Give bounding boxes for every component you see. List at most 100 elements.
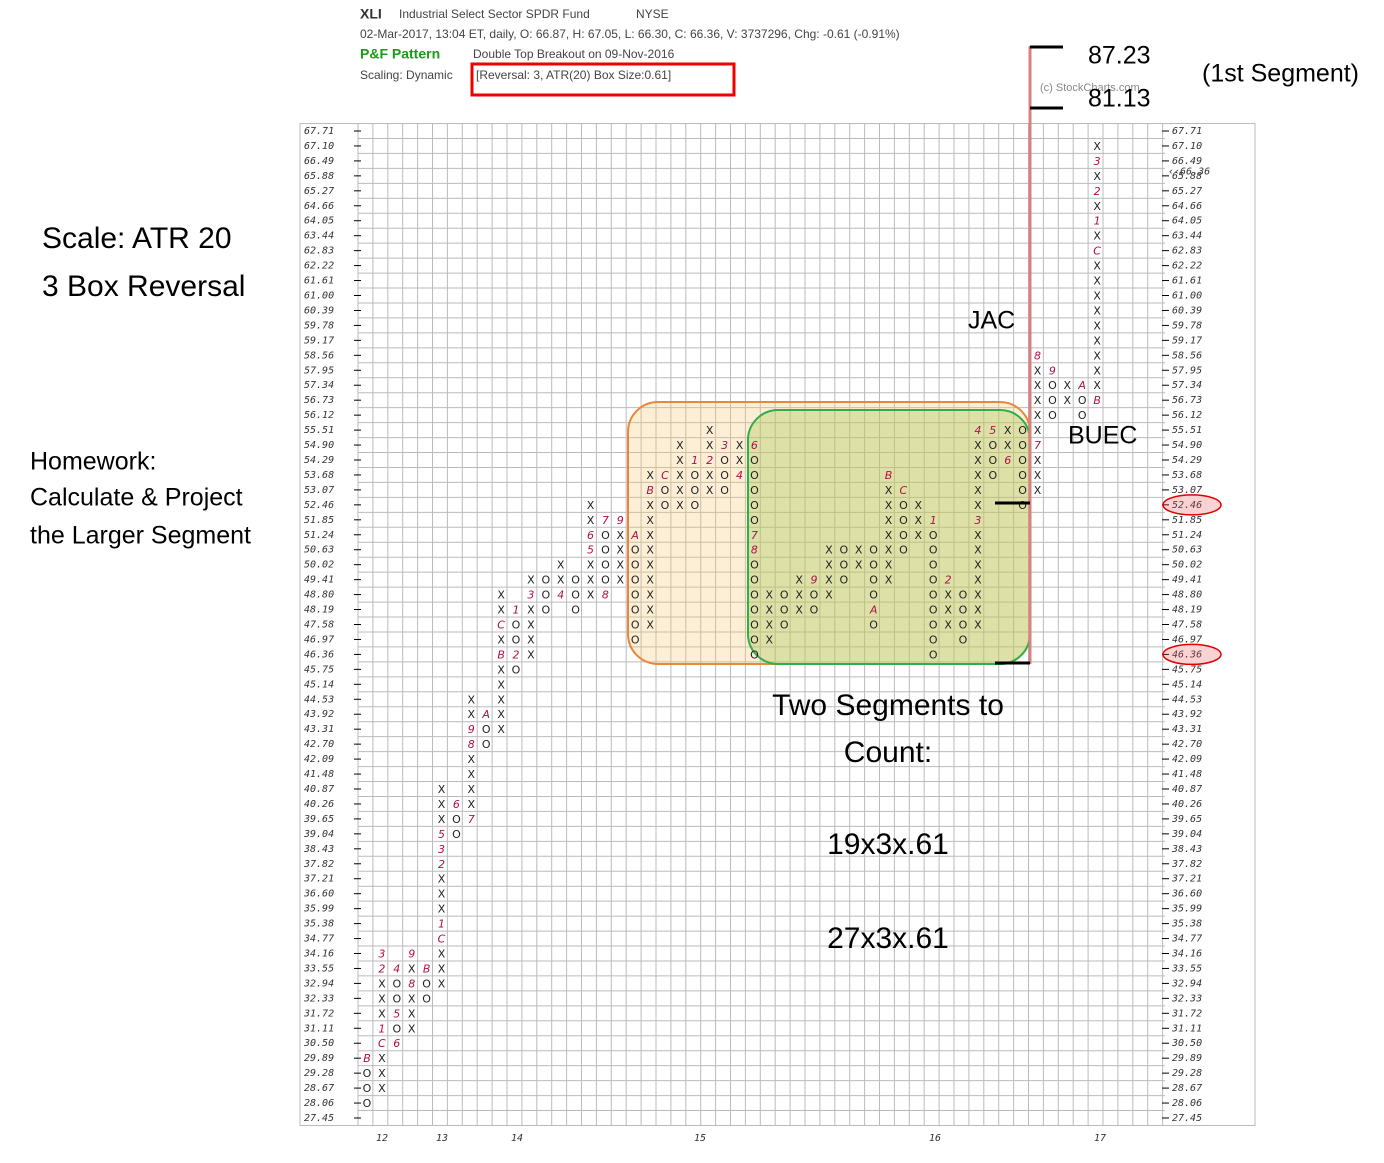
y-tick-label: 67.10	[304, 141, 334, 152]
y-tick-label-right: 46.36	[1172, 649, 1202, 660]
o-box: O	[959, 604, 968, 617]
month-marker: 6	[587, 529, 594, 542]
o-box: O	[392, 1022, 401, 1035]
y-tick-label: 52.46	[304, 500, 334, 511]
buec-label: BUEC	[1068, 422, 1137, 450]
x-box: X	[1093, 275, 1101, 288]
y-tick-label: 64.05	[304, 216, 334, 227]
x-box: X	[617, 529, 625, 542]
x-box: X	[408, 1022, 416, 1035]
o-box: O	[452, 828, 461, 841]
o-box: O	[631, 619, 640, 632]
x-box: X	[1034, 424, 1042, 437]
o-box: O	[720, 454, 729, 467]
y-tick-label-right: 42.09	[1172, 754, 1202, 765]
x-box: X	[1093, 334, 1101, 347]
o-box: O	[601, 529, 610, 542]
x-box: X	[944, 589, 952, 602]
y-tick-label-right: 40.26	[1172, 799, 1202, 810]
y-tick-label: 62.83	[304, 246, 334, 257]
x-box: X	[497, 708, 505, 721]
y-tick-label-right: 33.55	[1171, 963, 1202, 974]
o-box: O	[929, 589, 938, 602]
exchange: NYSE	[636, 7, 669, 21]
symbol: XLI	[360, 6, 382, 22]
y-tick-label-right: 50.63	[1172, 545, 1202, 556]
y-tick-label-right: 61.00	[1172, 291, 1202, 302]
x-box: X	[885, 559, 893, 572]
x-box: X	[974, 484, 982, 497]
y-tick-label: 46.36	[304, 649, 334, 660]
x-box: X	[795, 574, 803, 587]
x-box: X	[617, 544, 625, 557]
reversal: [Reversal: 3, ATR(20) Box Size:0.61]	[476, 68, 671, 82]
x-box: X	[974, 604, 982, 617]
month-marker: B	[1093, 394, 1101, 407]
y-tick-label-right: 63.44	[1172, 231, 1202, 242]
o-box: O	[869, 589, 878, 602]
x-box: X	[885, 544, 893, 557]
y-tick-label: 54.90	[304, 440, 334, 451]
y-tick-label-right: 38.43	[1171, 844, 1202, 855]
x-box: X	[587, 499, 595, 512]
x-box: X	[1064, 394, 1072, 407]
x-box: X	[646, 619, 654, 632]
o-box: O	[363, 1067, 372, 1080]
month-marker: 2	[945, 574, 952, 587]
month-marker: 1	[1094, 215, 1101, 228]
o-box: O	[988, 454, 997, 467]
y-tick-label: 42.70	[304, 739, 334, 750]
y-tick-label-right: 32.33	[1171, 993, 1202, 1004]
month-marker: B	[423, 962, 431, 975]
x-box: X	[438, 977, 446, 990]
month-marker: 3	[527, 589, 534, 602]
x-box: X	[974, 574, 982, 587]
x-box: X	[1093, 230, 1101, 243]
x-box: X	[855, 544, 863, 557]
y-tick-label-right: 50.02	[1172, 560, 1202, 571]
x-box: X	[438, 948, 446, 961]
y-tick-label-right: 54.29	[1172, 455, 1202, 466]
pattern: Double Top Breakout on 09-Nov-2016	[473, 47, 675, 61]
o-box: O	[959, 589, 968, 602]
month-marker: 6	[751, 439, 758, 452]
o-box: O	[363, 1097, 372, 1110]
x-box: X	[378, 1082, 386, 1095]
y-tick-label: 65.27	[304, 186, 334, 197]
x-box: X	[676, 499, 684, 512]
x-box: X	[1093, 319, 1101, 332]
x-box: X	[646, 469, 654, 482]
month-marker: 4	[974, 424, 981, 437]
y-tick-label: 60.39	[304, 305, 334, 316]
x-box: X	[557, 574, 565, 587]
o-box: O	[1018, 454, 1027, 467]
target-low: 81.13	[1088, 85, 1151, 113]
month-marker: 2	[513, 648, 520, 661]
x-box: X	[438, 813, 446, 826]
y-tick-label: 41.48	[304, 769, 334, 780]
o-box: O	[750, 454, 759, 467]
homework: Calculate & Project	[30, 484, 243, 512]
y-tick-label: 48.80	[304, 590, 334, 601]
y-tick-label-right: 53.07	[1172, 485, 1202, 496]
o-box: O	[959, 633, 968, 646]
o-box: O	[750, 604, 759, 617]
y-tick-label-right: 34.77	[1171, 934, 1202, 945]
x-box: X	[646, 544, 654, 557]
y-tick-label: 34.77	[303, 934, 334, 945]
y-tick-label: 29.89	[304, 1053, 334, 1064]
o-box: O	[869, 619, 878, 632]
y-tick-label: 28.67	[304, 1083, 334, 1094]
y-tick-label-right: 59.78	[1172, 320, 1202, 331]
o-box: O	[810, 604, 819, 617]
o-box: O	[780, 604, 789, 617]
y-tick-label-right: 51.24	[1172, 530, 1202, 541]
x-box: X	[1034, 484, 1042, 497]
info: 02-Mar-2017, 13:04 ET, daily, O: 66.87, …	[360, 27, 900, 41]
x-box: X	[1093, 260, 1101, 273]
y-tick-label: 56.12	[304, 410, 334, 421]
month-marker: 6	[453, 798, 460, 811]
y-tick-label-right: 31.72	[1171, 1008, 1202, 1019]
o-box: O	[750, 484, 759, 497]
y-tick-label-right: 57.34	[1172, 380, 1202, 391]
